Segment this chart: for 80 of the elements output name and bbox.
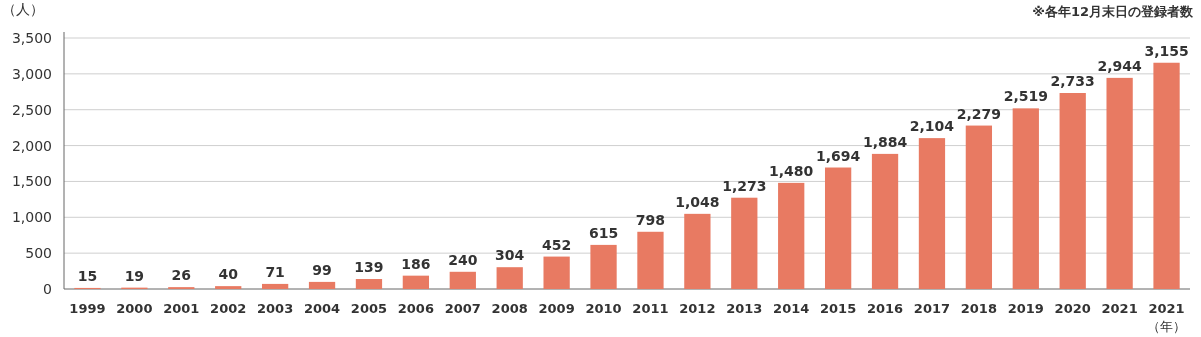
x-tick-label: 2017 <box>913 301 951 316</box>
bar <box>449 271 476 289</box>
x-axis-title: （年） <box>1147 319 1187 334</box>
bar <box>1012 108 1039 289</box>
x-tick-label: 1999 <box>69 301 106 316</box>
bar <box>918 138 946 289</box>
bar <box>308 281 336 289</box>
bar <box>496 267 523 289</box>
data-label: 19 <box>124 267 145 284</box>
bar <box>590 244 617 289</box>
data-label: 615 <box>588 224 619 241</box>
y-tick-label: 500 <box>25 245 52 262</box>
y-axis-title: （人） <box>2 1 44 17</box>
x-tick-label: 2000 <box>116 301 153 316</box>
data-label: 798 <box>635 211 666 228</box>
y-tick-label: 3,500 <box>11 30 52 46</box>
bar <box>215 286 242 289</box>
bar <box>778 182 805 289</box>
data-label: 240 <box>448 251 478 268</box>
x-tick-label: 2009 <box>538 301 575 316</box>
x-tick-label: 2006 <box>397 301 434 316</box>
bar <box>824 167 852 289</box>
bar <box>355 279 383 289</box>
bar <box>1059 93 1086 289</box>
data-label: 1,048 <box>675 193 720 210</box>
x-tick-label: 2008 <box>491 301 528 316</box>
data-label: 304 <box>495 247 525 264</box>
data-label: 139 <box>354 259 384 276</box>
data-label: 71 <box>265 263 285 280</box>
x-tick-label: 2010 <box>585 301 622 316</box>
x-tick-label: 2005 <box>350 301 388 316</box>
bar <box>965 125 993 289</box>
bar <box>684 213 711 289</box>
data-label: 1,480 <box>769 162 814 179</box>
x-tick-label: 2011 <box>632 301 669 316</box>
x-tick-label: 2020 <box>1054 301 1091 316</box>
data-label: 2,733 <box>1050 73 1095 89</box>
data-label: 15 <box>77 267 98 284</box>
x-tick-label: 2001 <box>163 301 200 316</box>
data-label: 3,155 <box>1144 42 1189 59</box>
x-tick-label: 2002 <box>210 301 247 316</box>
x-tick-label: 2007 <box>444 301 481 316</box>
data-label: 186 <box>401 255 431 272</box>
x-tick-label: 2013 <box>726 301 763 316</box>
bar <box>261 283 289 289</box>
y-tick-label: 0 <box>43 281 52 297</box>
data-label: 1,694 <box>815 147 861 164</box>
data-label: 40 <box>218 266 239 283</box>
data-label: 2,104 <box>909 118 955 135</box>
bar <box>871 153 899 289</box>
y-tick-label: 2,500 <box>11 101 52 118</box>
x-tick-label: 2015 <box>820 301 857 316</box>
x-tick-label: 2019 <box>1007 301 1044 316</box>
bar <box>637 231 664 289</box>
data-label: 1,273 <box>722 177 767 194</box>
x-tick-label: 2021 <box>1101 301 1138 316</box>
y-tick-label: 2,000 <box>11 137 52 154</box>
y-tick-label: 1,500 <box>11 173 52 190</box>
bar <box>1106 77 1133 289</box>
bar <box>543 256 570 289</box>
y-tick-label: 1,000 <box>11 209 52 226</box>
x-tick-label: 2014 <box>773 301 810 316</box>
x-tick-label: 2004 <box>303 301 341 316</box>
bar <box>1153 62 1180 289</box>
x-tick-label: 2018 <box>960 301 997 316</box>
x-tick-label: 2021 <box>1148 301 1185 316</box>
x-tick-label: 2016 <box>866 301 904 316</box>
bar <box>402 275 430 289</box>
text: ※各年12月末日の登録者数 <box>1032 4 1194 19</box>
bar <box>731 197 758 289</box>
data-label: 1,884 <box>862 133 908 150</box>
data-label: 26 <box>171 267 192 284</box>
data-label: 2,519 <box>1003 88 1048 105</box>
x-tick-label: 2003 <box>257 301 294 316</box>
y-tick-label: 3,000 <box>11 65 52 82</box>
x-tick-label: 2012 <box>679 301 716 316</box>
data-label: 99 <box>312 261 332 278</box>
data-label: 2,944 <box>1097 57 1143 74</box>
data-label: 452 <box>542 236 572 253</box>
data-label: 2,279 <box>956 105 1002 122</box>
